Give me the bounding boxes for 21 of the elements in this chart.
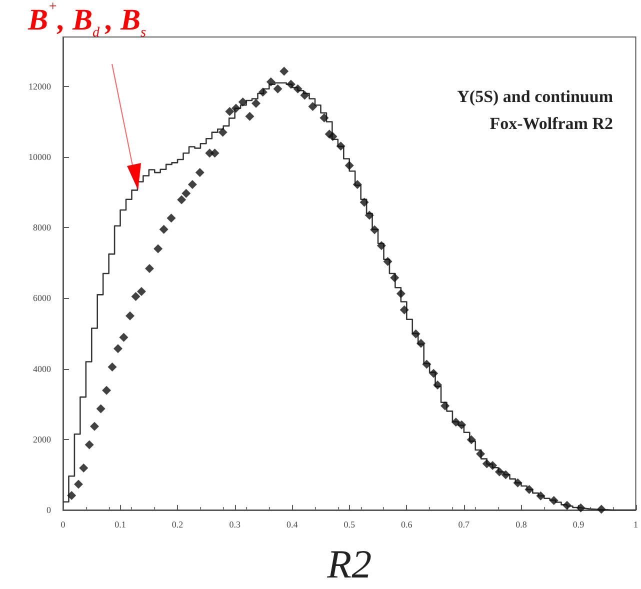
y-tick-label: 12000: [28, 81, 52, 92]
y-tick-label: 10000: [28, 152, 52, 162]
y-tick-label: 0: [46, 505, 52, 515]
x-tick-label: 0.3: [229, 520, 241, 530]
y-tick-label: 6000: [33, 293, 52, 304]
annotation: Fox-Wolfram R2: [490, 114, 614, 133]
x-axis-title: R2: [326, 542, 372, 586]
x-tick-label: 0.2: [172, 520, 184, 530]
x-tick-label: 1: [634, 520, 638, 530]
x-tick-label: 0.6: [401, 520, 413, 530]
x-tick-label: 0.8: [516, 520, 528, 530]
y-tick-label: 2000: [33, 434, 52, 444]
x-tick-label: 0: [60, 520, 66, 530]
x-tick-label: 0.7: [458, 520, 470, 530]
y-tick-label: 4000: [33, 364, 52, 374]
y-tick-label: 8000: [33, 222, 52, 233]
annotation: Y(5S) and continuum: [457, 87, 614, 106]
x-tick-label: 0.4: [286, 520, 298, 530]
x-tick-label: 0.9: [572, 520, 585, 530]
x-tick-label: 0.5: [344, 520, 356, 530]
x-tick-label: 0.1: [114, 520, 126, 530]
